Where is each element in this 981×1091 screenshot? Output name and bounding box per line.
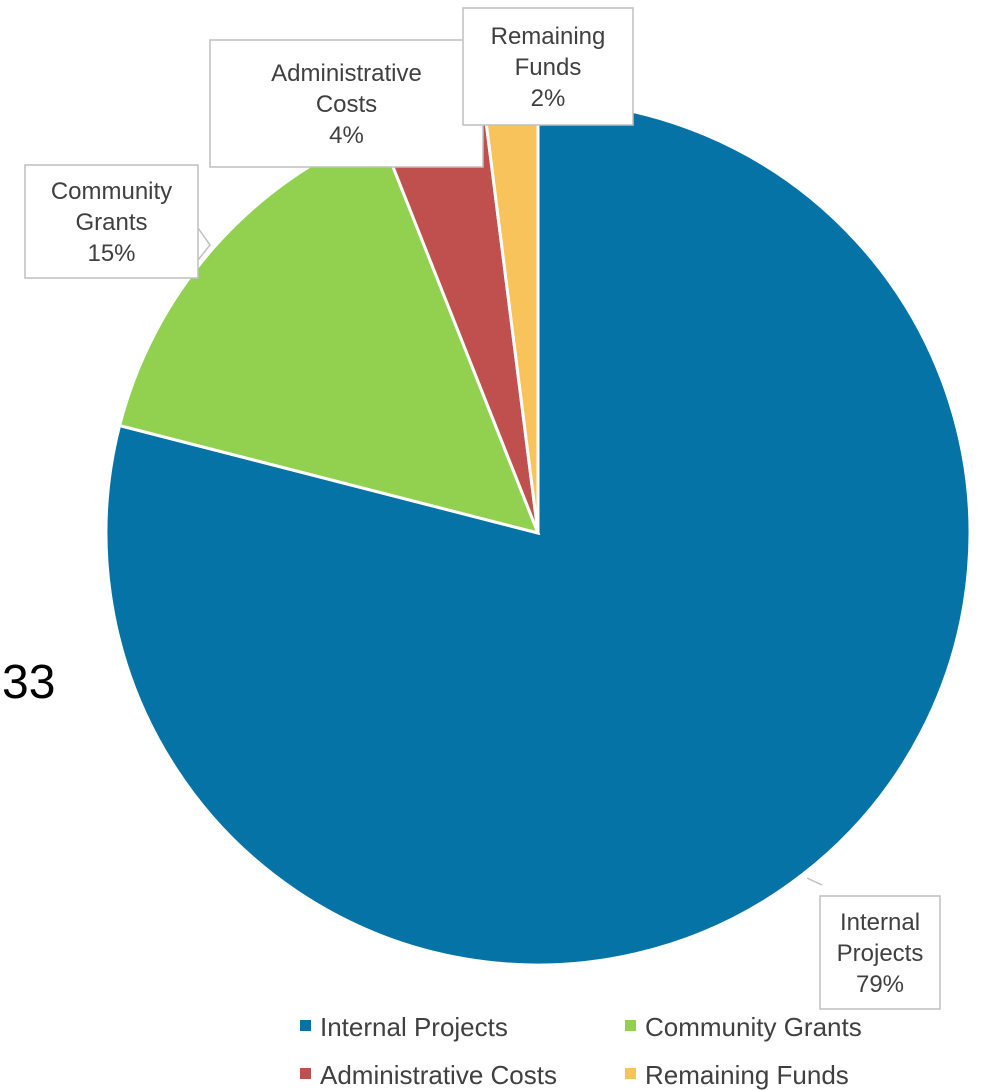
callout-box: [24, 164, 199, 279]
data-label-text: Costs: [316, 91, 377, 118]
legend-item-administrative-costs: Administrative Costs: [300, 1060, 557, 1090]
callout-community-grants: Community Grants 15%: [24, 164, 211, 279]
callout-box: [209, 39, 484, 168]
legend-label: Remaining Funds: [645, 1060, 849, 1090]
data-label-text: Community: [51, 178, 172, 205]
data-label-text: Grants: [75, 209, 147, 236]
legend-label: Community Grants: [645, 1012, 862, 1042]
data-label-text: 15%: [87, 240, 135, 267]
legend-swatch: [625, 1020, 636, 1031]
chart-legend: Internal Projects Community Grants Adminis…: [300, 1012, 862, 1090]
callout-box: [462, 7, 634, 126]
leader-line: [806, 877, 823, 886]
legend-swatch: [300, 1020, 311, 1031]
data-label-text: 4%: [329, 122, 364, 149]
legend-item-internal-projects: Internal Projects: [300, 1012, 508, 1042]
data-label-text: Funds: [515, 54, 582, 81]
leader-line: [197, 227, 211, 261]
callout-remaining-funds: Remaining Funds 2%: [462, 7, 634, 126]
callout-box: [819, 895, 941, 1010]
legend-item-remaining-funds: Remaining Funds: [625, 1060, 849, 1090]
legend-item-community-grants: Community Grants: [625, 1012, 862, 1042]
legend-swatch: [625, 1068, 636, 1079]
data-label-text: Administrative: [271, 60, 422, 87]
data-label-text: Internal: [840, 909, 920, 936]
callout-administrative-costs: Administrative Costs 4%: [209, 39, 484, 168]
partial-number-text: 33: [2, 656, 56, 709]
data-label-text: Remaining: [491, 23, 606, 50]
legend-label: Internal Projects: [320, 1012, 508, 1042]
pie-slices: [104, 99, 972, 967]
data-label-text: 2%: [531, 85, 566, 112]
data-label-text: 79%: [856, 971, 904, 998]
callout-internal-projects: Internal Projects 79%: [806, 877, 941, 1010]
data-label-text: Projects: [837, 940, 924, 967]
legend-swatch: [300, 1068, 311, 1079]
slice-labels: Internal Projects 79% Community Grants 15% Adm…: [24, 7, 941, 1010]
legend-label: Administrative Costs: [320, 1060, 557, 1090]
